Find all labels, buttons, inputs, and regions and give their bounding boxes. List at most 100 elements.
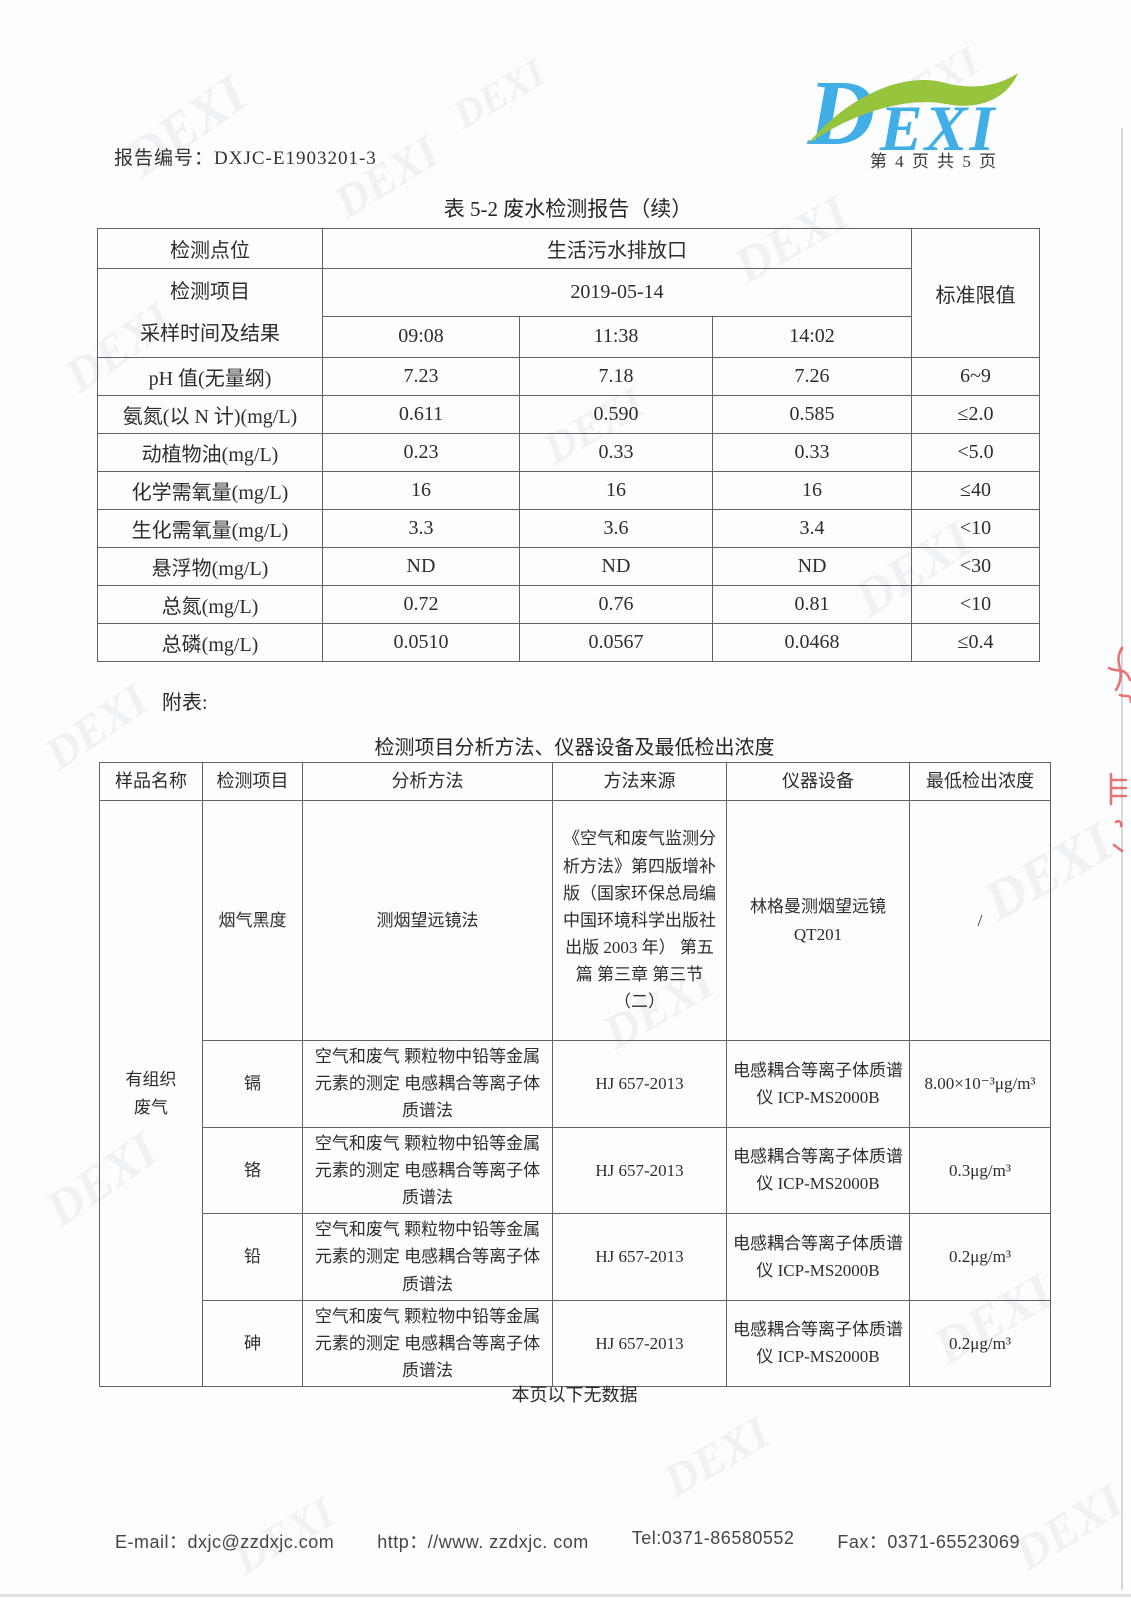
item-cell: 铅 bbox=[202, 1213, 303, 1301]
table-row: 有组织 废气 烟气黑度 测烟望远镜法 《空气和废气监测分析方法》第四版增补版（国… bbox=[99, 799, 1051, 1388]
value-cell: 16 bbox=[322, 471, 520, 510]
footer-url: http：//www. zzdxjc. com bbox=[377, 1532, 589, 1552]
limit-cell: <10 bbox=[911, 509, 1041, 548]
table2-title: 检测项目分析方法、仪器设备及最低检出浓度 bbox=[374, 737, 775, 759]
instrument-cell: 林格曼测烟望远镜 QT201 bbox=[726, 800, 910, 1041]
source-cell: HJ 657-2013 bbox=[552, 1040, 727, 1128]
table-row: 动植物油(mg/L) 0.23 0.33 0.33 <5.0 bbox=[97, 433, 1041, 472]
method-cell: 空气和废气 颗粒物中铅等金属元素的测定 电感耦合等离子体质谱法 bbox=[302, 1299, 553, 1388]
table-row: 检测点位 生活污水排放口 标准限值 bbox=[97, 228, 1041, 358]
value-cell: 0.33 bbox=[711, 433, 913, 472]
value-cell: 7.23 bbox=[322, 357, 520, 396]
table-row: 检测项目 采样时间及结果 2019-05-14 bbox=[97, 268, 1040, 358]
item-cell: 氨氮(以 N 计)(mg/L) bbox=[97, 395, 323, 434]
value-cell: 3.6 bbox=[519, 509, 713, 548]
watermark-ghost: DEXI bbox=[1004, 1473, 1131, 1582]
method-cell: 空气和废气 颗粒物中铅等金属元素的测定 电感耦合等离子体质谱法 bbox=[302, 1126, 553, 1215]
lod-cell: / bbox=[909, 800, 1051, 1041]
source-cell: HJ 657-2013 bbox=[552, 1213, 727, 1301]
limit-cell: <30 bbox=[911, 547, 1041, 586]
time-cell: 09:08 bbox=[322, 315, 520, 359]
value-cell: 3.3 bbox=[322, 509, 520, 548]
value-cell: 0.585 bbox=[711, 395, 913, 434]
limit-cell: ≤2.0 bbox=[911, 395, 1041, 434]
table-row: 铅 空气和废气 颗粒物中铅等金属元素的测定 电感耦合等离子体质谱法 HJ 657… bbox=[100, 1213, 1051, 1301]
scan-bottom-line bbox=[0, 1594, 1131, 1597]
scan-edge-line bbox=[1121, 128, 1123, 1590]
value-cell: 0.0468 bbox=[711, 623, 913, 662]
table-row: 化学需氧量(mg/L) 16 16 16 ≤40 bbox=[97, 471, 1041, 510]
table1-title: 表 5-2 废水检测报告（续） bbox=[443, 197, 693, 221]
item-cell: 悬浮物(mg/L) bbox=[97, 547, 323, 586]
lod-cell: 0.2μg/m³ bbox=[909, 1213, 1051, 1301]
table-row: 样品名称 检测项目 分析方法 方法来源 仪器设备 最低检出浓度 bbox=[99, 762, 1051, 801]
value-cell: 16 bbox=[711, 471, 913, 510]
report-number: 报告编号：DXJC-E1903201-3 bbox=[114, 148, 377, 169]
method-instrument-table: 样品名称 检测项目 分析方法 方法来源 仪器设备 最低检出浓度 有组织 废气 烟… bbox=[99, 762, 1051, 1388]
method-header-cell: 分析方法 bbox=[302, 762, 553, 801]
limit-cell: ≤0.4 bbox=[911, 623, 1041, 662]
logo-letters-exi: EXI bbox=[879, 93, 997, 164]
item-cell: 铬 bbox=[202, 1126, 303, 1215]
instrument-cell: 电感耦合等离子体质谱仪 ICP-MS2000B bbox=[726, 1299, 910, 1388]
lod-header-cell: 最低检出浓度 bbox=[909, 762, 1051, 801]
lod-cell: 8.00×10⁻³μg/m³ bbox=[909, 1040, 1051, 1128]
limit-cell: <5.0 bbox=[911, 433, 1041, 472]
footer-email: E-mail：dxjc@zzdxjc.com bbox=[115, 1532, 335, 1552]
dexi-logo-graphic: D EXI bbox=[807, 62, 1019, 165]
item-cell: 砷 bbox=[202, 1299, 303, 1388]
limit-cell: <10 bbox=[911, 585, 1041, 624]
source-cell: HJ 657-2013 bbox=[552, 1126, 727, 1215]
value-cell: 0.76 bbox=[519, 585, 713, 624]
table-row: 总氮(mg/L) 0.72 0.76 0.81 <10 bbox=[97, 585, 1041, 624]
item-header-cell: 检测项目 bbox=[202, 762, 303, 801]
value-cell: 0.590 bbox=[519, 395, 713, 434]
value-cell: 0.0567 bbox=[519, 623, 713, 662]
table-row: 09:08 11:38 14:02 bbox=[98, 315, 1040, 359]
item-cell: 总磷(mg/L) bbox=[97, 623, 323, 662]
dexi-logo: D EXI bbox=[798, 46, 1022, 165]
value-cell: 0.81 bbox=[711, 585, 913, 624]
point-label-cell: 检测点位 bbox=[97, 228, 323, 269]
item-cell: pH 值(无量纲) bbox=[97, 357, 323, 396]
item-cell: 总氮(mg/L) bbox=[97, 585, 323, 624]
table-row: 铬 空气和废气 颗粒物中铅等金属元素的测定 电感耦合等离子体质谱法 HJ 657… bbox=[100, 1126, 1051, 1215]
date-cell: 2019-05-14 bbox=[321, 268, 913, 317]
value-cell: 7.18 bbox=[519, 357, 713, 396]
table-row: 总磷(mg/L) 0.0510 0.0567 0.0468 ≤0.4 bbox=[97, 623, 1041, 662]
table-row: 氨氮(以 N 计)(mg/L) 0.611 0.590 0.585 ≤2.0 bbox=[97, 395, 1041, 434]
value-cell: ND bbox=[322, 547, 520, 586]
item-header-cell: 检测项目 采样时间及结果 bbox=[97, 268, 323, 358]
table-row: 砷 空气和废气 颗粒物中铅等金属元素的测定 电感耦合等离子体质谱法 HJ 657… bbox=[100, 1299, 1051, 1388]
value-cell: 0.0510 bbox=[322, 623, 520, 662]
logo-leaf-icon bbox=[807, 72, 1019, 144]
value-cell: 3.4 bbox=[711, 509, 913, 548]
lod-cell: 0.2μg/m³ bbox=[909, 1299, 1051, 1388]
item-cell: 烟气黑度 bbox=[202, 800, 303, 1041]
item-cell: 镉 bbox=[202, 1040, 303, 1128]
footer-contacts: E-mail：dxjc@zzdxjc.com http：//www. zzdxj… bbox=[115, 1528, 1020, 1554]
table-row: 悬浮物(mg/L) ND ND ND <30 bbox=[97, 547, 1041, 586]
value-cell: 7.26 bbox=[711, 357, 913, 396]
limit-header-cell: 标准限值 bbox=[911, 228, 1041, 358]
no-data-note: 本页以下无数据 bbox=[511, 1385, 638, 1405]
sample-name-header-cell: 样品名称 bbox=[99, 762, 203, 801]
page-number: 第 4 页 共 5 页 bbox=[869, 152, 999, 171]
instrument-header-cell: 仪器设备 bbox=[726, 762, 910, 801]
lod-cell: 0.3μg/m³ bbox=[909, 1126, 1051, 1215]
value-cell: ND bbox=[519, 547, 713, 586]
time-cell: 14:02 bbox=[711, 315, 913, 359]
item-cell: 生化需氧量(mg/L) bbox=[97, 509, 323, 548]
value-cell: 0.611 bbox=[322, 395, 520, 434]
source-cell: 《空气和废气监测分析方法》第四版增补版（国家环保总局编 中国环境科学出版社出版 … bbox=[552, 800, 727, 1041]
instrument-cell: 电感耦合等离子体质谱仪 ICP-MS2000B bbox=[726, 1040, 910, 1128]
item-cell: 化学需氧量(mg/L) bbox=[97, 471, 323, 510]
value-cell: 0.23 bbox=[322, 433, 520, 472]
wastewater-report-table: 检测点位 生活污水排放口 标准限值 检测项目 采样时间及结果 2019-05-1… bbox=[97, 228, 1041, 662]
instrument-cell: 电感耦合等离子体质谱仪 ICP-MS2000B bbox=[726, 1213, 910, 1301]
watermark-ghost: DEXI bbox=[114, 63, 258, 189]
item-cell: 动植物油(mg/L) bbox=[97, 433, 323, 472]
source-header-cell: 方法来源 bbox=[552, 762, 727, 801]
appendix-label: 附表: bbox=[162, 692, 208, 714]
